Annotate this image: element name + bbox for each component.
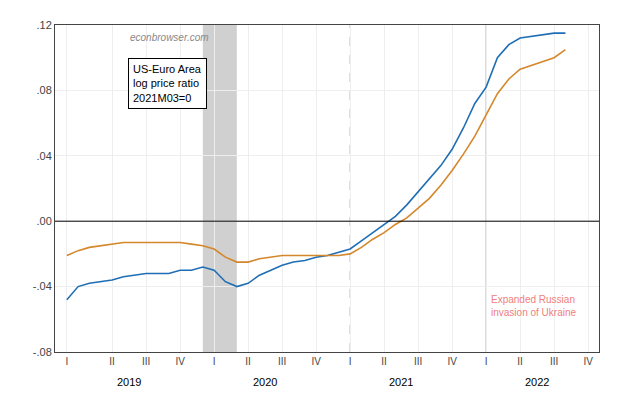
svg-text:III: III (550, 356, 558, 367)
svg-text:II: II (381, 356, 387, 367)
svg-text:.08: .08 (37, 84, 52, 96)
svg-text:III: III (278, 356, 286, 367)
svg-text:I: I (485, 356, 488, 367)
svg-text:Expanded Russianinvasion of Uk: Expanded Russianinvasion of Ukraine (491, 294, 576, 318)
svg-text:I: I (65, 356, 68, 367)
svg-text:2020: 2020 (253, 376, 277, 388)
svg-text:2022: 2022 (525, 376, 549, 388)
svg-text:econbrowser.com: econbrowser.com (130, 32, 209, 43)
svg-text:IV: IV (583, 356, 593, 367)
svg-text:II: II (517, 356, 523, 367)
svg-text:IV: IV (311, 356, 321, 367)
svg-text:.00: .00 (37, 215, 52, 227)
svg-text:I: I (213, 356, 216, 367)
svg-text:.12: .12 (37, 19, 52, 31)
svg-text:.04: .04 (37, 150, 52, 162)
svg-text:II: II (245, 356, 251, 367)
svg-text:IV: IV (447, 356, 457, 367)
svg-text:III: III (414, 356, 422, 367)
svg-text:2021: 2021 (389, 376, 413, 388)
svg-text:2019: 2019 (117, 376, 141, 388)
svg-text:IV: IV (175, 356, 185, 367)
svg-text:US-Euro Arealog price ratio202: US-Euro Arealog price ratio2021M03=0 (133, 63, 202, 104)
svg-text:-.04: -.04 (33, 280, 52, 292)
svg-text:II: II (109, 356, 115, 367)
svg-text:I: I (349, 356, 352, 367)
svg-text:-.08: -.08 (33, 346, 52, 358)
svg-text:III: III (142, 356, 150, 367)
